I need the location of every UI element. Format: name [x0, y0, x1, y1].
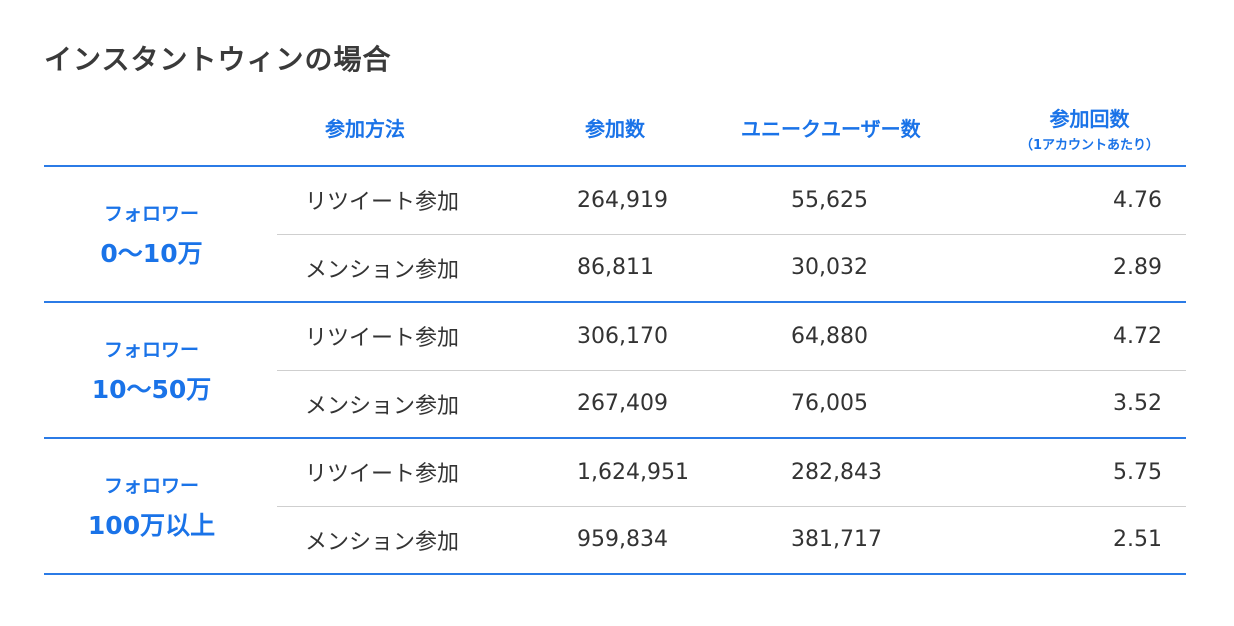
follower-group-cell: フォロワー 10〜50万 [44, 302, 277, 439]
table-row: フォロワー 100万以上 リツイート参加 1,624,951 282,843 5… [44, 438, 1186, 575]
unique-users-cell: 55,625 [656, 166, 939, 235]
header-participation-count: 参加数 [499, 90, 656, 167]
per-account-cell: 2.51 [939, 506, 1186, 575]
method-cell: リツイート参加 [277, 438, 499, 507]
participation-count-cell: 267,409 [499, 370, 668, 439]
follower-group-cell: フォロワー 0〜10万 [44, 166, 277, 303]
header-unique-users: ユニークユーザー数 [656, 90, 939, 167]
participation-count-cell: 959,834 [499, 506, 668, 575]
unique-users-cell: 64,880 [656, 302, 939, 371]
per-account-cell: 3.52 [939, 370, 1186, 439]
page-title: インスタントウィンの場合 [44, 43, 392, 76]
method-cell: メンション参加 [277, 234, 499, 303]
per-account-cell: 2.89 [939, 234, 1186, 303]
table-row: フォロワー 0〜10万 リツイート参加 264,919 55,625 4.76 [44, 166, 1186, 303]
table-header-row: 参加方法 参加数 ユニークユーザー数 参加回数 （1アカウントあたり） [44, 90, 1186, 167]
follower-group-range: 10〜50万 [91, 374, 212, 404]
table-row: フォロワー 10〜50万 リツイート参加 306,170 64,880 4.72 [44, 302, 1186, 439]
follower-group-cell: フォロワー 100万以上 [44, 438, 277, 575]
participation-count-cell: 1,624,951 [499, 438, 689, 507]
per-account-cell: 4.76 [939, 166, 1186, 235]
unique-users-cell: 282,843 [656, 438, 939, 507]
header-avg-sublabel: （1アカウントあたり） [1019, 137, 1160, 153]
unique-users-cell: 30,032 [656, 234, 939, 303]
header-method: 参加方法 [277, 90, 499, 167]
unique-users-cell: 381,717 [656, 506, 939, 575]
follower-group-label: フォロワー [103, 338, 199, 361]
method-cell: メンション参加 [277, 370, 499, 439]
participation-count-cell: 86,811 [499, 234, 656, 303]
follower-group-label: フォロワー [103, 474, 199, 497]
table-row: メンション参加 267,409 76,005 3.52 [44, 370, 1186, 439]
follower-group-range: 0〜10万 [100, 238, 203, 268]
participation-count-cell: 264,919 [499, 166, 668, 235]
per-account-cell: 4.72 [939, 302, 1186, 371]
table-row: メンション参加 959,834 381,717 2.51 [44, 506, 1186, 575]
unique-users-cell: 76,005 [656, 370, 939, 439]
table-row: メンション参加 86,811 30,032 2.89 [44, 234, 1186, 303]
header-group-blank [44, 90, 277, 167]
per-account-cell: 5.75 [939, 438, 1186, 507]
follower-group-label: フォロワー [103, 202, 199, 225]
method-cell: メンション参加 [277, 506, 499, 575]
follower-group-range: 100万以上 [87, 510, 216, 540]
header-avg-label: 参加回数 [1049, 106, 1130, 131]
participation-stats-table: 参加方法 参加数 ユニークユーザー数 参加回数 （1アカウントあたり） フォロワ… [44, 90, 1186, 575]
header-participation-per-account: 参加回数 （1アカウントあたり） [939, 90, 1186, 167]
method-cell: リツイート参加 [277, 302, 499, 371]
participation-count-cell: 306,170 [499, 302, 668, 371]
method-cell: リツイート参加 [277, 166, 499, 235]
